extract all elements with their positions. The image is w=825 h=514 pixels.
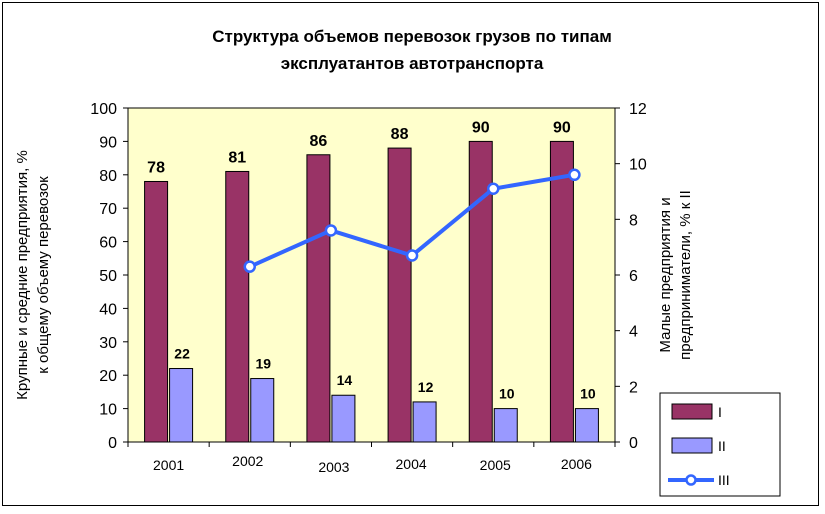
data-label-II-2001: 22 [174,346,190,362]
data-label-II-2006: 10 [580,386,596,402]
right-tick-label-12: 12 [629,101,647,118]
left-tick-label-100: 100 [90,101,117,118]
right-tick-label-6: 6 [629,268,638,285]
legend-swatch-II [671,437,713,454]
legend-label-III: III [718,472,730,488]
x-tick-label-2003: 2003 [318,459,349,475]
x-tick-label-2006: 2006 [561,456,592,472]
left-tick-label-0: 0 [108,435,117,452]
x-tick-label-2004: 2004 [396,456,427,472]
legend-swatch-I [671,403,713,420]
legend: I II III [659,392,781,497]
chart-title-line-1: Структура объемов перевозок грузов по ти… [212,27,612,46]
left-axis-ticks: 0 10 20 30 40 50 60 70 80 90 100 [90,101,128,452]
left-tick-label-50: 50 [99,268,117,285]
right-tick-label-4: 4 [629,324,638,341]
x-axis-ticks: 2001 2002 2003 2004 2005 2006 [127,442,616,475]
legend-label-II: II [718,438,726,454]
line-point-III-2002 [243,260,256,273]
right-tick-label-2: 2 [629,379,638,396]
chart-title-line-2: эксплуатантов автотранспорта [281,54,544,73]
bar-I-2003 [306,154,331,443]
bar-II-2006 [574,408,599,443]
data-label-II-2004: 12 [418,379,434,395]
x-tick-label-2001: 2001 [153,457,184,473]
right-tick-label-10: 10 [629,157,647,174]
left-axis-title-line-2: к общему объему перевозок [35,176,52,374]
right-axis-title-line-1: Малые предприятия и [657,197,674,352]
left-tick-label-90: 90 [99,134,117,151]
left-tick-label-80: 80 [99,168,117,185]
data-label-II-2005: 10 [499,386,515,402]
bar-I-2002 [225,170,250,443]
line-point-III-2004 [405,249,419,262]
right-tick-label-0: 0 [629,435,638,452]
data-label-I-2005: 90 [472,119,490,136]
left-tick-label-20: 20 [99,368,117,385]
left-tick-label-70: 70 [99,201,117,218]
bar-II-2003 [331,394,356,443]
right-axis-title-line-2: предприниматели, % к II [677,190,694,360]
data-label-II-2003: 14 [337,372,353,388]
bar-II-2001 [169,368,194,443]
legend-label-I: I [718,404,722,420]
x-tick-label-2002: 2002 [232,453,263,469]
plot-area [127,107,616,443]
data-label-I-2004: 88 [391,126,409,143]
data-label-I-2002: 81 [228,149,246,166]
data-label-I-2003: 86 [310,133,328,150]
bar-II-2005 [493,408,518,443]
line-series-group [243,168,581,273]
left-tick-label-30: 30 [99,335,117,352]
bars-group [144,140,599,443]
x-tick-label-2005: 2005 [480,457,511,473]
right-tick-label-8: 8 [629,212,638,229]
bar-I-2006 [549,140,574,443]
bar-I-2001 [144,180,169,443]
left-axis-title-line-1: Крупные и средние предприятия, % [14,150,31,400]
data-label-II-2002: 19 [255,356,271,372]
left-tick-label-10: 10 [99,402,117,419]
data-label-I-2001: 78 [147,159,165,176]
bar-labels-group: 78 81 86 88 90 90 22 19 14 12 10 10 [147,119,596,401]
right-axis-ticks: 0 2 4 6 8 10 12 [615,101,647,452]
data-label-I-2006: 90 [553,119,571,136]
bar-II-2004 [412,401,437,443]
bar-I-2004 [387,147,412,443]
line-point-III-2003 [324,224,338,237]
left-tick-label-40: 40 [99,301,117,318]
bar-II-2002 [250,378,275,443]
line-point-III-2005 [487,182,500,195]
legend-marker-III [685,474,697,486]
left-tick-label-60: 60 [99,235,117,252]
line-point-III-2006 [568,168,581,182]
